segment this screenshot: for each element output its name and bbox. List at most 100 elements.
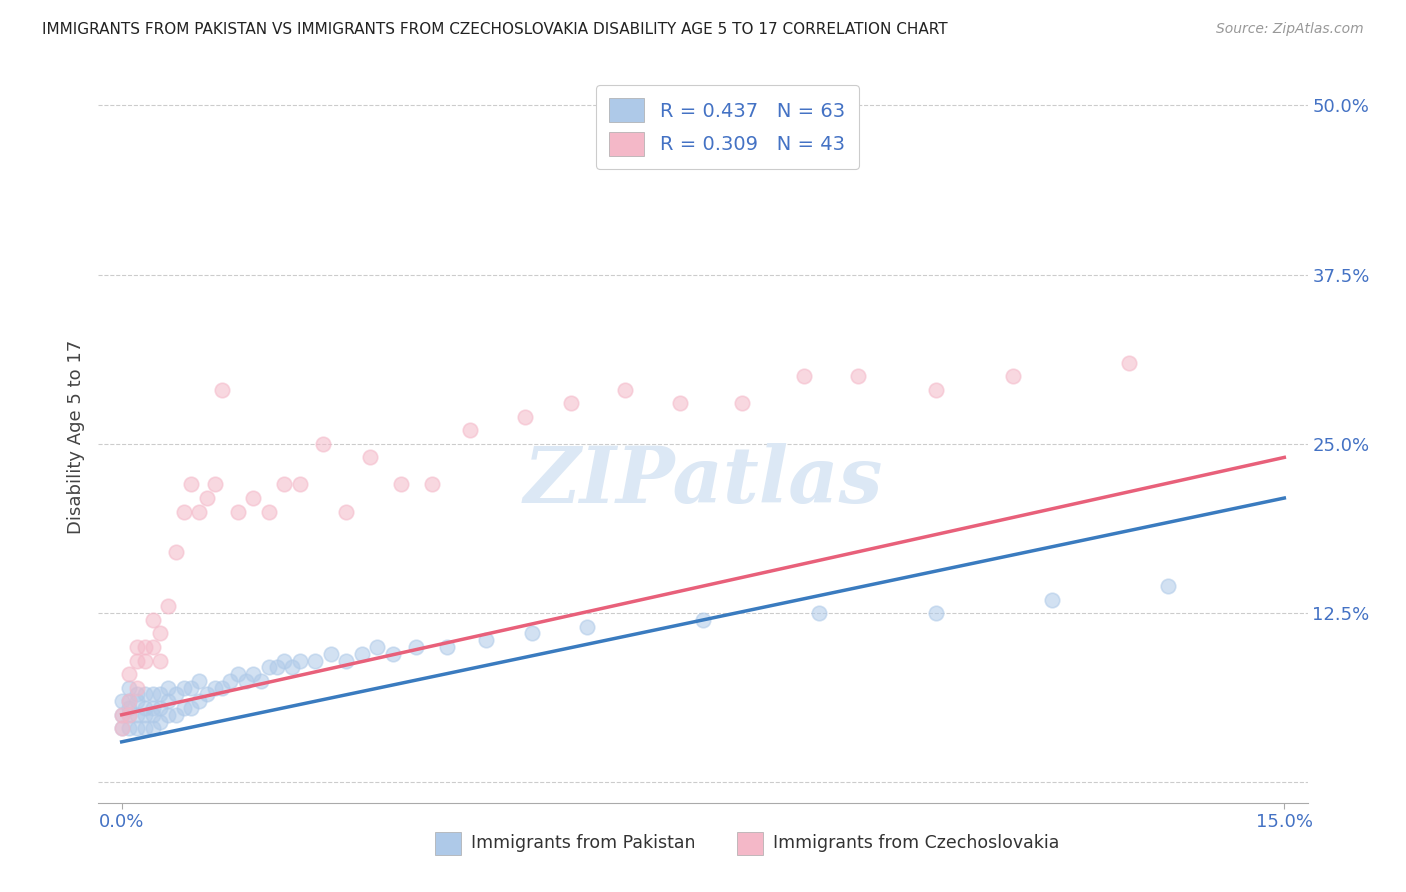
Point — [118, 707, 141, 722]
Point — [149, 714, 172, 729]
Point — [288, 654, 311, 668]
Point — [211, 681, 233, 695]
Point — [142, 721, 165, 735]
Point — [127, 681, 149, 695]
Point — [405, 640, 427, 654]
Point — [188, 505, 211, 519]
Point — [127, 640, 149, 654]
Point — [731, 396, 754, 410]
Point — [235, 673, 257, 688]
Point — [134, 707, 156, 722]
Point — [366, 640, 388, 654]
Point — [127, 707, 149, 722]
Point — [420, 477, 443, 491]
Point — [1118, 355, 1140, 369]
Point — [134, 688, 156, 702]
Point — [127, 721, 149, 735]
Point — [273, 477, 295, 491]
Point — [127, 654, 149, 668]
Point — [142, 707, 165, 722]
Point — [111, 694, 134, 708]
Point — [381, 647, 404, 661]
Point — [118, 707, 141, 722]
Point — [560, 396, 582, 410]
Point — [242, 667, 264, 681]
Point — [111, 707, 134, 722]
Point — [195, 688, 218, 702]
Point — [118, 694, 141, 708]
Point — [142, 688, 165, 702]
Point — [319, 647, 342, 661]
Point — [288, 477, 311, 491]
Point — [204, 681, 226, 695]
Point — [793, 369, 815, 384]
Point — [180, 701, 202, 715]
Point — [335, 654, 357, 668]
Point — [273, 654, 295, 668]
Point — [157, 681, 180, 695]
Point — [118, 721, 141, 735]
Point — [281, 660, 304, 674]
Point — [475, 633, 498, 648]
Y-axis label: Disability Age 5 to 17: Disability Age 5 to 17 — [66, 340, 84, 534]
Point — [165, 545, 187, 559]
Point — [522, 626, 544, 640]
Point — [808, 606, 831, 620]
Point — [195, 491, 218, 505]
Point — [924, 606, 946, 620]
Point — [118, 701, 141, 715]
Point — [118, 694, 141, 708]
Point — [1002, 369, 1025, 384]
Point — [118, 667, 141, 681]
Point — [127, 688, 149, 702]
Point — [134, 654, 156, 668]
Point — [219, 673, 242, 688]
Point — [312, 437, 335, 451]
Point — [211, 383, 233, 397]
Point — [692, 613, 714, 627]
Bar — [434, 832, 461, 855]
Text: Source: ZipAtlas.com: Source: ZipAtlas.com — [1216, 22, 1364, 37]
Point — [149, 688, 172, 702]
Point — [149, 626, 172, 640]
Point — [142, 613, 165, 627]
Point — [250, 673, 273, 688]
Point — [173, 505, 195, 519]
Point — [173, 681, 195, 695]
Point — [389, 477, 412, 491]
Point — [846, 369, 869, 384]
Point — [180, 477, 202, 491]
Point — [257, 505, 280, 519]
Point — [668, 396, 690, 410]
Point — [142, 701, 165, 715]
Point — [359, 450, 381, 465]
Bar — [737, 832, 763, 855]
Point — [436, 640, 458, 654]
Point — [226, 667, 249, 681]
Point — [266, 660, 288, 674]
Text: Immigrants from Pakistan: Immigrants from Pakistan — [471, 834, 696, 852]
Point — [111, 721, 134, 735]
Point — [165, 688, 187, 702]
Point — [226, 505, 249, 519]
Point — [173, 701, 195, 715]
Point — [111, 707, 134, 722]
Point — [242, 491, 264, 505]
Point — [1040, 592, 1063, 607]
Legend: R = 0.437   N = 63, R = 0.309   N = 43: R = 0.437 N = 63, R = 0.309 N = 43 — [596, 85, 859, 169]
Point — [257, 660, 280, 674]
Point — [157, 694, 180, 708]
Point — [304, 654, 326, 668]
Point — [111, 721, 134, 735]
Point — [924, 383, 946, 397]
Text: IMMIGRANTS FROM PAKISTAN VS IMMIGRANTS FROM CZECHOSLOVAKIA DISABILITY AGE 5 TO 1: IMMIGRANTS FROM PAKISTAN VS IMMIGRANTS F… — [42, 22, 948, 37]
Point — [460, 423, 482, 437]
Point — [188, 694, 211, 708]
Point — [157, 707, 180, 722]
Point — [134, 640, 156, 654]
Point — [614, 383, 637, 397]
Point — [513, 409, 536, 424]
Point — [188, 673, 211, 688]
Point — [575, 620, 598, 634]
Point — [134, 721, 156, 735]
